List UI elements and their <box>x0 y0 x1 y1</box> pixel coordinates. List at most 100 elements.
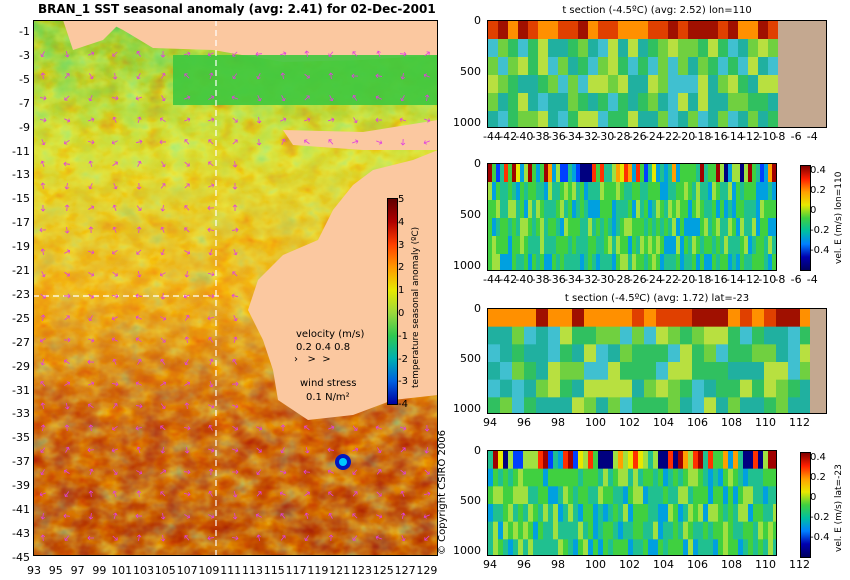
velocity-arrow <box>279 491 286 496</box>
section-cell <box>613 504 619 523</box>
section-cell <box>738 486 744 505</box>
velocity-arrow <box>135 381 142 386</box>
section-cell <box>598 75 609 94</box>
section-cell <box>588 111 599 127</box>
java-sea <box>173 55 438 105</box>
section-cell <box>732 200 737 219</box>
map-y-tick: -23 <box>12 287 30 301</box>
section-cell <box>493 504 499 523</box>
section-cell <box>720 182 725 201</box>
section-cell <box>588 468 594 487</box>
section-cell <box>512 326 525 345</box>
section-cell <box>744 236 749 255</box>
sst-colorbar-tick: 4 <box>398 216 405 228</box>
section-cell <box>736 254 741 270</box>
velocity-arrow <box>135 337 142 342</box>
section-x-tick: -36 <box>547 273 566 286</box>
section-cell <box>633 539 639 555</box>
section-cell <box>672 254 677 270</box>
section-x-tick: -32 <box>580 130 599 143</box>
section-cell <box>718 451 724 470</box>
section-cell <box>563 539 569 555</box>
velocity-arrow <box>112 116 117 123</box>
section-x-tick: 94 <box>483 558 497 571</box>
velocity-arrow <box>160 403 166 409</box>
section-cell <box>692 326 705 345</box>
section-cell <box>764 164 769 183</box>
wind-legend-scale: 0.1 N/m² <box>306 392 350 403</box>
section-cell <box>553 468 559 487</box>
section-cell <box>544 200 549 219</box>
section-cell <box>776 200 777 219</box>
section-cell <box>620 362 633 381</box>
section-cell <box>560 218 565 237</box>
section-cell <box>744 182 749 201</box>
section-cell <box>708 21 719 40</box>
velocity-arrow <box>304 139 310 145</box>
section-cell <box>523 486 529 505</box>
velocity-arrow <box>375 95 382 100</box>
section-cell <box>676 200 681 219</box>
section-cell <box>678 468 684 487</box>
velocity-arrow <box>112 204 117 211</box>
section-cell <box>740 236 745 255</box>
section-cell <box>512 309 525 328</box>
velocity-arrow <box>208 337 214 343</box>
section-cell <box>643 451 649 470</box>
velocity-arrow <box>400 490 405 497</box>
section-cell <box>644 326 657 345</box>
section-cell <box>578 75 589 94</box>
section-cell <box>596 164 601 183</box>
section-cell <box>584 362 597 381</box>
velocity-arrow <box>160 381 167 386</box>
section-cell <box>693 451 699 470</box>
section-cell <box>572 362 585 381</box>
velocity-arrow <box>136 446 141 453</box>
section-cell <box>516 200 521 219</box>
section-cell <box>508 521 514 540</box>
section-cell <box>604 218 609 237</box>
section-cell <box>638 111 649 127</box>
section-cell <box>764 362 777 381</box>
velocity-arrow <box>136 226 142 234</box>
section-cell <box>608 39 619 58</box>
section-cell <box>708 236 713 255</box>
section-cell <box>648 468 654 487</box>
section-cell <box>672 200 677 219</box>
section-cell <box>528 504 534 523</box>
section-cell <box>608 254 613 270</box>
section-cell <box>628 218 633 237</box>
velocity-arrow <box>64 204 70 212</box>
section-cell <box>738 21 749 40</box>
velocity-arrow <box>88 403 94 409</box>
velocity-arrow <box>184 381 191 386</box>
section-cell <box>544 182 549 201</box>
section-cell <box>776 218 777 237</box>
section-cell <box>573 504 579 523</box>
section-cell <box>698 57 709 76</box>
velocity-arrow <box>256 138 262 146</box>
velocity-arrow <box>112 271 118 277</box>
section-cell <box>748 468 754 487</box>
section-cell <box>658 504 664 523</box>
section-cell <box>588 521 594 540</box>
velocity-arrow <box>209 72 214 79</box>
section-cell <box>708 111 719 127</box>
section-cell <box>628 93 639 112</box>
section-cell <box>698 39 709 58</box>
section-cell <box>518 21 529 40</box>
map-y-tick: -21 <box>12 264 30 277</box>
velocity-arrow <box>160 226 165 233</box>
section-cell <box>668 182 673 201</box>
section-cell <box>632 379 645 398</box>
section-cell <box>603 504 609 523</box>
section-cell <box>660 254 665 270</box>
section-cell <box>728 200 733 219</box>
velocity-arrow <box>232 73 238 79</box>
section-cell <box>493 451 499 470</box>
vel-colorbar-lat-23-label: vel. E (m/s) lat=-23 <box>834 464 844 552</box>
section-cell <box>576 164 581 183</box>
section-cell <box>528 93 539 112</box>
section-cell <box>488 326 501 345</box>
section-cell <box>723 539 729 555</box>
